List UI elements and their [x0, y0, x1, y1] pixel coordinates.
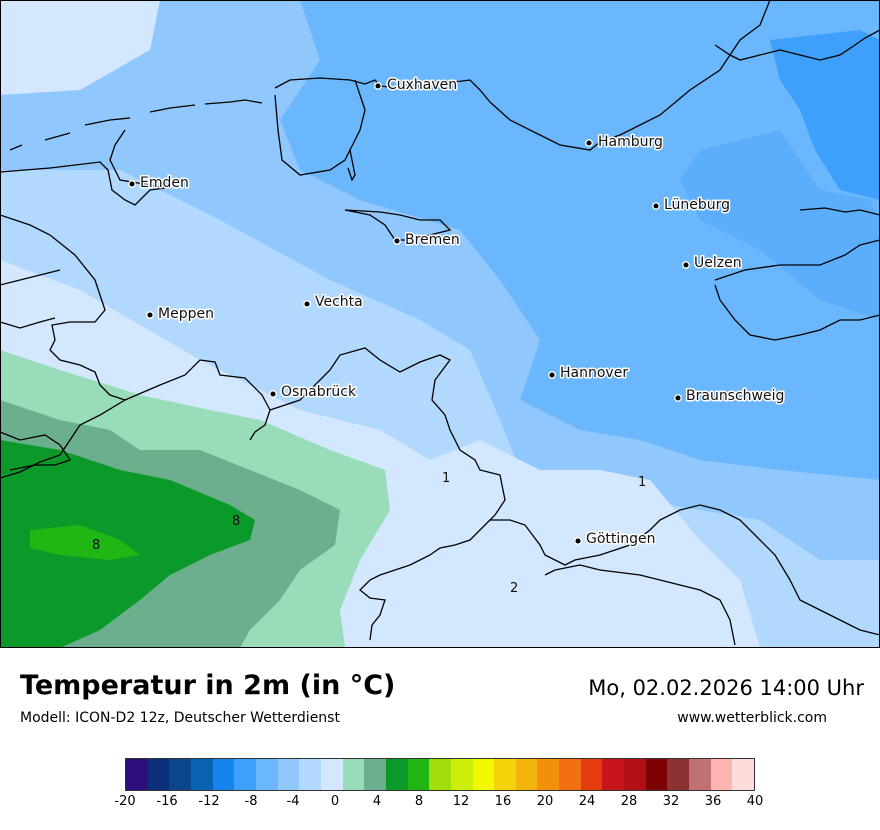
city-dot [146, 311, 154, 319]
legend-swatch [689, 759, 711, 790]
legend-swatch [494, 759, 516, 790]
legend-swatch [255, 759, 278, 790]
boundaries [0, 0, 880, 646]
city-label-meppen: Meppen [158, 306, 214, 322]
contour-label: 1 [638, 475, 646, 490]
city-dot [548, 371, 556, 379]
legend-swatch [407, 759, 430, 790]
legend-swatch [147, 759, 170, 790]
legend-swatch [667, 759, 690, 790]
city-label-osnabrueck: Osnabrück [281, 384, 357, 400]
legend-swatch [429, 759, 451, 790]
city-label-cuxhaven: Cuxhaven [387, 77, 457, 93]
legend-tick-label: -12 [198, 794, 220, 809]
legend-swatch [472, 759, 495, 790]
color-legend [125, 758, 755, 791]
legend-swatch [602, 759, 625, 790]
city-label-bremen: Bremen [405, 232, 460, 248]
legend-swatch [169, 759, 191, 790]
field-blue-east [680, 130, 880, 320]
city-label-braunschweig: Braunschweig [686, 388, 784, 404]
legend-swatch [234, 759, 256, 790]
field-strong-green [0, 440, 255, 648]
legend-swatch [624, 759, 646, 790]
city-label-uelzen: Uelzen [694, 255, 742, 271]
website-link[interactable]: www.wetterblick.com [677, 710, 827, 726]
city-label-hannover: Hannover [560, 365, 628, 381]
legend-swatch [212, 759, 235, 790]
model-subtitle: Modell: ICON-D2 12z, Deutscher Wetterdie… [20, 710, 340, 726]
legend-tick-label: -20 [114, 794, 136, 809]
city-dot [128, 180, 136, 188]
legend-swatch [320, 759, 343, 790]
city-label-vechta: Vechta [315, 294, 363, 310]
field-dark-blue-east [770, 30, 880, 200]
city-dot [393, 237, 401, 245]
city-markers [128, 82, 690, 545]
contour-label: 8 [232, 514, 240, 529]
legend-tick-label: 32 [662, 794, 680, 809]
contour-label: 8 [92, 538, 100, 553]
legend-tick-label: -4 [286, 794, 300, 809]
field-nw-pale [0, 0, 160, 95]
map-title: Temperatur in 2m (in °C) [20, 670, 396, 701]
legend-ticks: -20 -16 -12 -8 -4 0 4 8 12 16 20 24 28 32 36 40 [114, 794, 763, 814]
city-dot [574, 537, 582, 545]
contour-labels: 1 1 2 8 8 [92, 471, 646, 596]
legend-swatch [364, 759, 386, 790]
legend-tick-label: 36 [704, 794, 722, 809]
footer-panel: Temperatur in 2m (in °C) Modell: ICON-D2… [0, 648, 880, 830]
city-dot [682, 261, 690, 269]
legend-tick-label: 8 [414, 794, 424, 809]
legend-tick-label: 40 [746, 794, 764, 809]
city-label-lueneburg: Lüneburg [664, 197, 730, 213]
valid-datetime: Mo, 02.02.2026 14:00 Uhr [588, 676, 864, 700]
legend-swatch [299, 759, 321, 790]
city-label-hamburg: Hamburg [598, 134, 663, 150]
legend-swatch [732, 759, 755, 790]
city-dot [269, 390, 277, 398]
legend-swatch [710, 759, 733, 790]
legend-tick-label: 24 [578, 794, 596, 809]
legend-tick-label: -8 [244, 794, 258, 809]
legend-swatch [385, 759, 408, 790]
city-dot [652, 202, 660, 210]
legend-swatch [450, 759, 473, 790]
legend-swatch [126, 759, 148, 790]
city-dot [303, 300, 311, 308]
legend-tick-label: 12 [452, 794, 470, 809]
city-labels: Cuxhaven Hamburg Emden Lüneburg Bremen U… [139, 76, 786, 549]
contour-label: 2 [510, 581, 518, 596]
contour-label: 1 [442, 471, 450, 486]
city-dot [674, 394, 682, 402]
city-dot [585, 139, 593, 147]
legend-swatch [342, 759, 365, 790]
legend-tick-label: 0 [330, 794, 340, 809]
city-label-goettingen: Göttingen [586, 531, 656, 547]
field-bright-green [30, 525, 140, 560]
legend-swatch [580, 759, 603, 790]
legend-tick-label: 28 [620, 794, 638, 809]
legend-tick-label: -16 [156, 794, 178, 809]
city-label-emden: Emden [140, 175, 189, 191]
temperature-map: Cuxhaven Hamburg Emden Lüneburg Bremen U… [0, 0, 880, 648]
legend-tick-label: 4 [372, 794, 382, 809]
legend-tick-label: 20 [536, 794, 554, 809]
legend-swatch [277, 759, 300, 790]
legend-swatch [537, 759, 560, 790]
legend-swatch [190, 759, 213, 790]
legend-swatch [515, 759, 538, 790]
city-dot [374, 82, 382, 90]
legend-swatch [645, 759, 668, 790]
legend-swatch [559, 759, 581, 790]
legend-tick-label: 16 [494, 794, 512, 809]
